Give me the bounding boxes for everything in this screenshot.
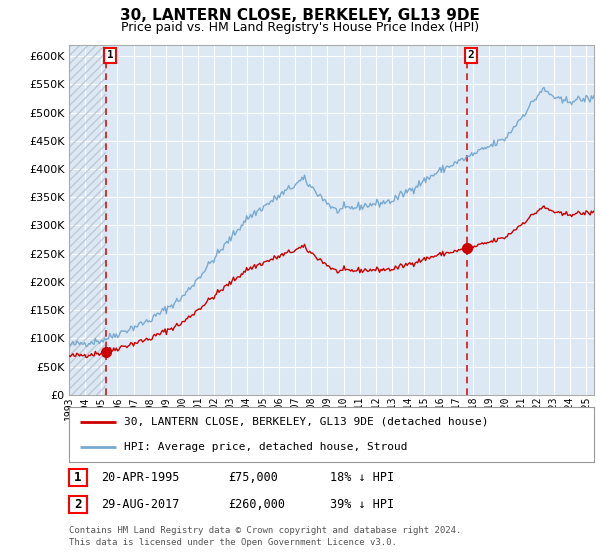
Text: 30, LANTERN CLOSE, BERKELEY, GL13 9DE: 30, LANTERN CLOSE, BERKELEY, GL13 9DE	[120, 8, 480, 24]
Text: Contains HM Land Registry data © Crown copyright and database right 2024.: Contains HM Land Registry data © Crown c…	[69, 526, 461, 535]
Text: 2: 2	[468, 50, 475, 60]
Text: 2: 2	[74, 498, 82, 511]
Text: £75,000: £75,000	[228, 470, 278, 484]
Text: 1: 1	[74, 471, 82, 484]
Text: £260,000: £260,000	[228, 497, 285, 511]
Text: 1: 1	[107, 50, 113, 60]
Text: Price paid vs. HM Land Registry's House Price Index (HPI): Price paid vs. HM Land Registry's House …	[121, 21, 479, 34]
Text: This data is licensed under the Open Government Licence v3.0.: This data is licensed under the Open Gov…	[69, 538, 397, 547]
Bar	[61, 45, 106, 395]
Text: 18% ↓ HPI: 18% ↓ HPI	[330, 470, 394, 484]
Text: 30, LANTERN CLOSE, BERKELEY, GL13 9DE (detached house): 30, LANTERN CLOSE, BERKELEY, GL13 9DE (d…	[124, 417, 488, 427]
Text: 20-APR-1995: 20-APR-1995	[101, 470, 179, 484]
Text: 29-AUG-2017: 29-AUG-2017	[101, 497, 179, 511]
Bar	[61, 45, 106, 395]
Text: 39% ↓ HPI: 39% ↓ HPI	[330, 497, 394, 511]
Text: HPI: Average price, detached house, Stroud: HPI: Average price, detached house, Stro…	[124, 442, 407, 452]
